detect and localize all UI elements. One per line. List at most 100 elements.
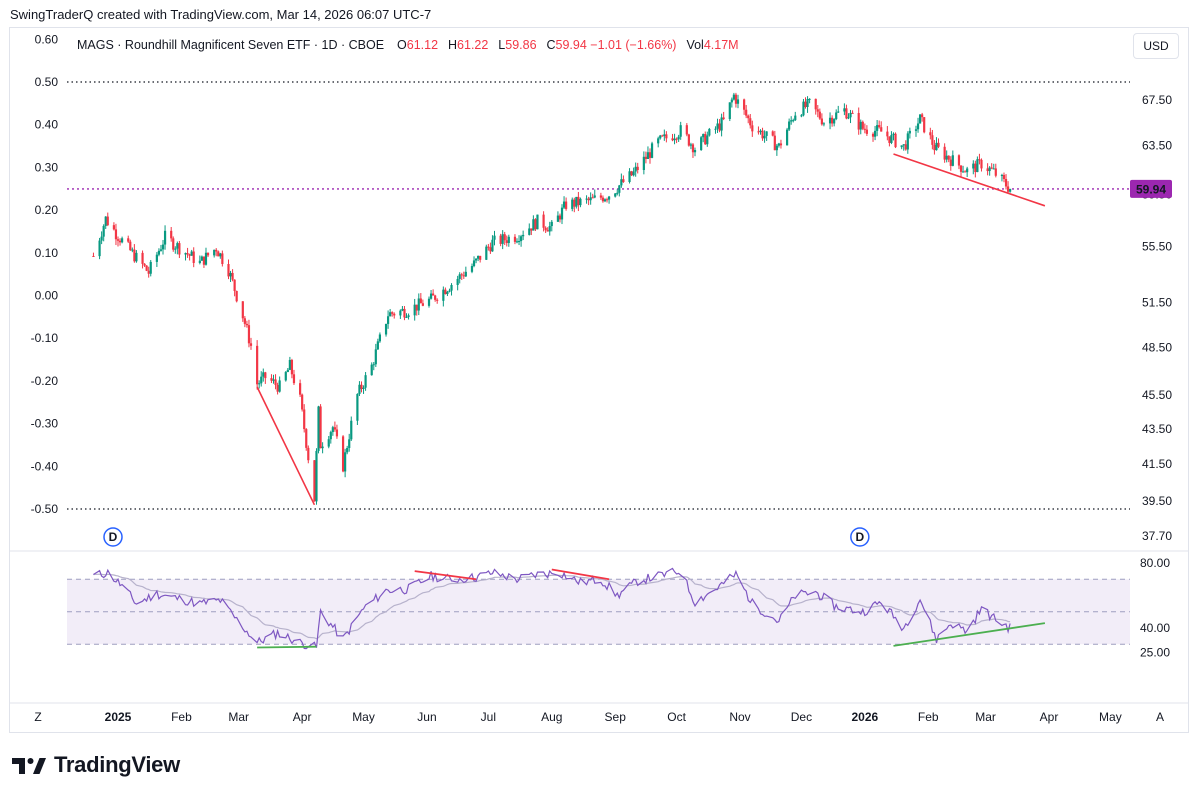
candle[interactable] [831,115,834,127]
candle[interactable] [794,111,797,121]
candle[interactable] [98,237,101,260]
candle[interactable] [329,430,332,444]
candle[interactable] [258,380,261,389]
candle[interactable] [671,133,674,142]
candle[interactable] [843,103,846,116]
candle[interactable] [341,435,345,473]
candle[interactable] [429,289,433,300]
candle[interactable] [800,114,803,118]
candle[interactable] [988,166,991,176]
candle[interactable] [937,138,940,149]
candle[interactable] [278,376,281,393]
candle[interactable] [419,293,422,304]
candle[interactable] [384,323,388,337]
candle[interactable] [759,129,762,135]
candle[interactable] [227,259,230,280]
candle[interactable] [348,433,351,452]
candle[interactable] [620,173,623,188]
candle[interactable] [106,212,109,227]
candle[interactable] [1006,181,1010,194]
candle[interactable] [648,148,652,164]
candle[interactable] [284,371,287,382]
candle[interactable] [358,381,361,397]
candle[interactable] [644,151,648,164]
candle[interactable] [378,332,382,343]
candle[interactable] [331,425,334,436]
candle[interactable] [116,236,120,247]
candle[interactable] [734,92,738,108]
candle[interactable] [474,258,478,264]
candle[interactable] [890,131,893,145]
candle[interactable] [747,114,750,124]
candle[interactable] [432,289,435,296]
chart-panel[interactable] [9,27,1189,733]
candle[interactable] [405,313,408,319]
bearish-divergence-aug[interactable] [551,568,610,581]
candle[interactable] [229,270,232,283]
candle[interactable] [129,239,132,252]
candle[interactable] [147,266,150,278]
candle[interactable] [992,163,995,170]
candle[interactable] [313,460,316,502]
candle[interactable] [964,170,967,173]
candle[interactable] [305,428,308,451]
candle[interactable] [427,296,431,308]
candle[interactable] [1004,174,1008,190]
candle[interactable] [264,371,267,384]
candle[interactable] [393,312,396,319]
candle[interactable] [519,234,523,247]
candle[interactable] [317,405,320,454]
candle[interactable] [556,211,560,222]
candle[interactable] [679,121,682,140]
candle[interactable] [493,230,496,246]
candle[interactable] [513,234,517,245]
candle[interactable] [745,104,748,119]
candle[interactable] [607,195,611,204]
candle[interactable] [403,306,406,321]
candle[interactable] [573,197,576,213]
candle[interactable] [188,253,191,261]
candle[interactable] [186,247,189,258]
candle[interactable] [415,304,418,316]
candle[interactable] [732,92,735,101]
candle[interactable] [135,250,138,263]
candle[interactable] [792,118,795,123]
candle[interactable] [544,226,547,234]
candle[interactable] [802,98,805,117]
candle[interactable] [370,362,373,376]
candle[interactable] [728,102,731,122]
candle[interactable] [763,130,766,143]
candle[interactable] [346,445,349,455]
candle[interactable] [818,108,821,120]
candle[interactable] [161,239,165,255]
candle[interactable] [260,371,263,387]
currency-button[interactable]: USD [1133,33,1179,59]
candle[interactable] [221,250,224,267]
candle[interactable] [628,168,631,184]
candle[interactable] [673,133,676,145]
candle[interactable] [174,246,177,254]
candle[interactable] [642,151,645,175]
candle[interactable] [605,197,609,203]
candle[interactable] [362,385,365,394]
candle[interactable] [448,288,451,293]
candle[interactable] [401,305,404,312]
candle[interactable] [458,272,461,284]
candle[interactable] [892,132,895,141]
candle[interactable] [501,230,504,250]
candle[interactable] [943,143,946,163]
candle[interactable] [286,368,289,373]
candle[interactable] [785,127,789,146]
candle[interactable] [622,175,625,183]
declining-support-2026[interactable] [893,153,1046,207]
candle[interactable] [460,272,463,281]
candle[interactable] [335,424,339,439]
candle[interactable] [687,133,690,147]
candle[interactable] [601,195,605,203]
candle[interactable] [243,316,246,328]
candle[interactable] [978,153,981,165]
candle[interactable] [659,134,662,140]
candle[interactable] [593,189,596,199]
candle[interactable] [464,266,467,278]
